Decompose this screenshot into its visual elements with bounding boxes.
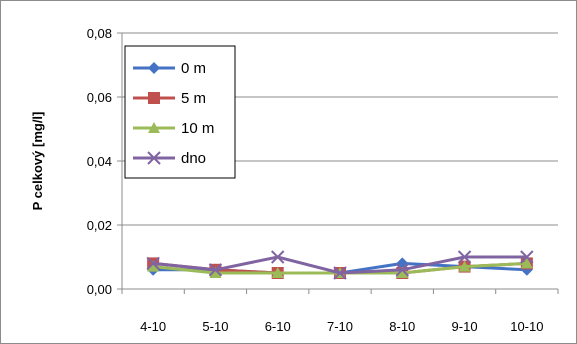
legend-marker — [147, 151, 161, 165]
x-tick-label: 4-10 — [140, 319, 166, 334]
data-point — [520, 257, 533, 269]
data-point — [458, 260, 471, 272]
legend-item: 0 m — [133, 60, 206, 77]
x-tick-label: 7-10 — [327, 319, 353, 334]
legend-marker — [148, 62, 160, 74]
x-tick-label: 8-10 — [389, 319, 415, 334]
y-axis-label: P celkový [mg/l] — [30, 112, 45, 211]
data-point — [271, 250, 285, 264]
y-tick-labels: 0,00 0,02 0,04 0,06 0,08 — [87, 26, 112, 297]
data-point — [209, 267, 222, 278]
gridlines — [117, 32, 558, 290]
data-point — [208, 263, 223, 277]
x-tick-label: 10-10 — [510, 319, 543, 334]
data-point — [396, 267, 409, 278]
series-group — [146, 250, 534, 280]
legend-item: 10 m — [133, 120, 214, 137]
y-tick-label: 0,02 — [87, 218, 112, 233]
data-point — [271, 267, 284, 278]
legend-label: 10 m — [181, 120, 214, 137]
legend-item: 5 m — [133, 90, 206, 107]
legend-item: dno — [133, 150, 206, 167]
data-point — [395, 263, 409, 277]
y-tick-label: 0,00 — [87, 282, 112, 297]
data-point — [146, 256, 160, 271]
x-tick-label: 6-10 — [265, 319, 291, 334]
legend-label: dno — [181, 150, 206, 167]
y-tick-label: 0,06 — [87, 90, 112, 105]
x-tick-labels: 4-10 5-10 6-10 7-10 8-10 9-10 10-10 — [140, 319, 543, 334]
x-tick-label: 5-10 — [202, 319, 228, 334]
data-point — [520, 250, 534, 264]
legend: 0 m 5 m 10 m dno — [124, 45, 236, 179]
legend-marker — [148, 92, 160, 104]
legend-label: 0 m — [181, 60, 206, 77]
legend-label: 5 m — [181, 90, 206, 107]
data-point — [333, 266, 347, 280]
series-dno — [146, 250, 534, 280]
data-point — [147, 260, 160, 272]
y-tick-label: 0,04 — [87, 154, 112, 169]
y-tick-label: 0,08 — [87, 26, 112, 41]
x-tick-label: 9-10 — [452, 319, 478, 334]
data-point — [457, 250, 472, 264]
legend-marker — [148, 122, 160, 133]
axes — [121, 33, 559, 294]
